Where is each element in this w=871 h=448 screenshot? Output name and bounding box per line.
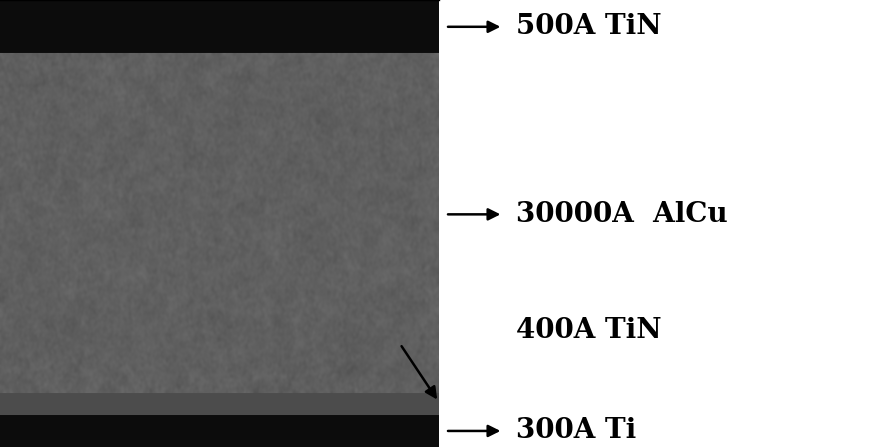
Text: 500A TiN: 500A TiN xyxy=(517,13,662,40)
Text: 300A Ti: 300A Ti xyxy=(517,418,637,444)
Text: 30000A  AlCu: 30000A AlCu xyxy=(517,201,728,228)
Text: 400A TiN: 400A TiN xyxy=(517,317,662,344)
